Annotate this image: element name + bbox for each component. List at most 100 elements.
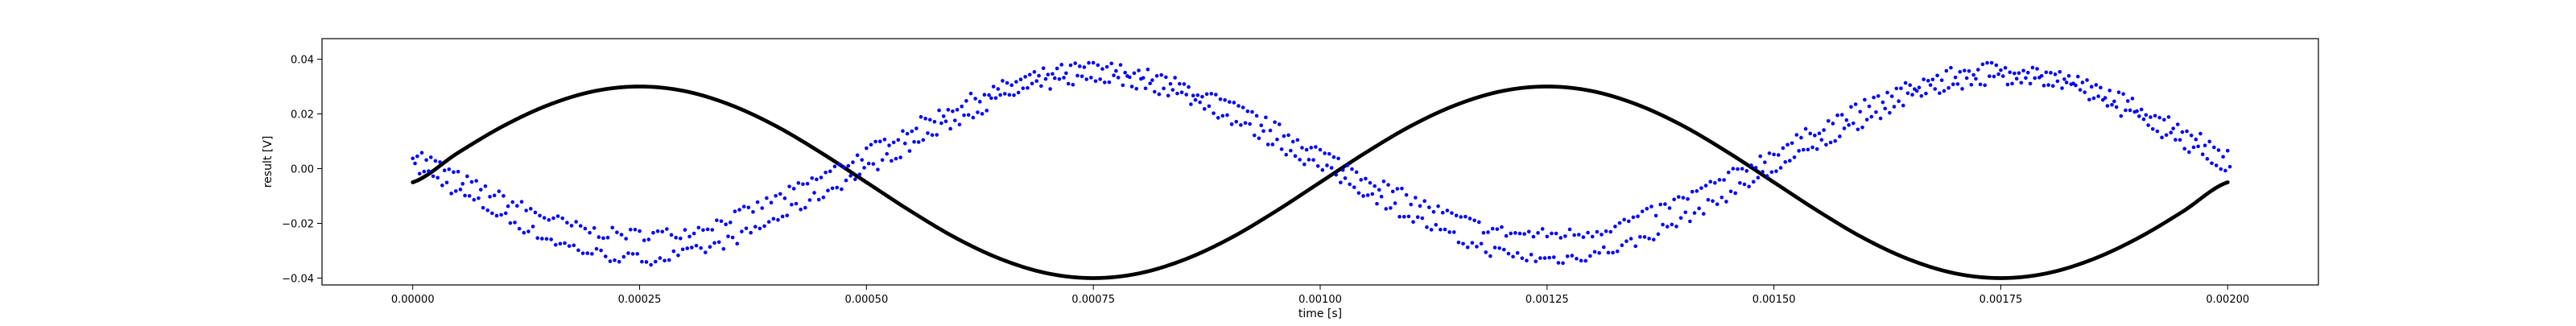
blue-point (1252, 133, 1257, 138)
blue-point (1939, 78, 1944, 82)
blue-point (1071, 82, 1075, 87)
blue-point (2049, 71, 2053, 75)
blue-point (1711, 199, 1715, 204)
blue-point (1525, 258, 1529, 262)
blue-point (2064, 80, 2069, 85)
blue-point (1012, 93, 1016, 97)
blue-point (1615, 249, 1620, 254)
blue-point (472, 197, 477, 202)
blue-point (1365, 193, 1370, 197)
blue-point (1901, 103, 1905, 108)
blue-point (1200, 94, 1204, 99)
blue-point (2216, 148, 2221, 152)
blue-point (1187, 85, 1191, 89)
blue-point (1656, 232, 1661, 237)
blue-point (453, 189, 458, 193)
blue-point (1282, 134, 1286, 138)
blue-point (946, 108, 951, 112)
blue-point (1946, 85, 1951, 90)
blue-point (2024, 76, 2028, 80)
blue-point (1579, 258, 1583, 263)
blue-point (1259, 123, 1264, 128)
blue-point (1265, 142, 1270, 146)
blue-point (653, 259, 658, 264)
blue-point (1248, 122, 1252, 126)
blue-point (1323, 151, 1327, 155)
blue-point (1377, 188, 1381, 192)
blue-point (1506, 251, 1511, 256)
x-tick-label: 0.00050 (844, 294, 888, 306)
blue-point (1182, 82, 1187, 86)
blue-point (1849, 105, 1853, 109)
blue-point (962, 113, 966, 118)
blue-point (1354, 170, 1359, 175)
blue-point (456, 169, 460, 174)
blue-point (741, 204, 746, 208)
blue-point (1583, 258, 1588, 263)
blue-point (1268, 128, 1273, 133)
blue-point (1077, 64, 1082, 68)
blue-point (799, 207, 803, 212)
blue-point (905, 131, 910, 136)
blue-point (524, 208, 528, 213)
blue-point (1663, 202, 1667, 206)
blue-point (494, 213, 499, 218)
blue-point (1747, 184, 1751, 189)
blue-point (1992, 74, 1996, 79)
blue-point (663, 258, 667, 263)
blue-point (1479, 241, 1484, 246)
blue-point (2074, 83, 2078, 88)
blue-point (1960, 87, 1964, 91)
blue-point (1697, 206, 1701, 211)
blue-point (613, 258, 617, 262)
blue-point (2080, 80, 2085, 85)
blue-point (610, 225, 615, 230)
blue-point (876, 167, 880, 171)
blue-point (1243, 121, 1248, 126)
blue-point (436, 175, 440, 180)
blue-point (644, 260, 649, 264)
blue-point (694, 243, 699, 248)
blue-point (1565, 254, 1570, 258)
series-blue-points (411, 60, 2232, 267)
blue-point (1520, 256, 1525, 261)
blue-point (1048, 87, 1052, 91)
blue-point (927, 118, 932, 122)
blue-point (510, 200, 515, 204)
blue-point (1381, 180, 1386, 184)
blue-point (1550, 231, 1554, 236)
blue-point (488, 195, 492, 199)
blue-point (2223, 168, 2227, 173)
blue-point (857, 172, 862, 176)
blue-point (1919, 93, 1924, 98)
blue-point (882, 137, 887, 142)
blue-point (542, 216, 547, 220)
blue-point (1055, 66, 1059, 71)
blue-point (626, 251, 630, 255)
blue-point (526, 229, 530, 233)
blue-point (1649, 204, 1653, 208)
blue-point (885, 151, 890, 156)
blue-point (719, 219, 724, 224)
blue-point (1409, 202, 1414, 207)
blue-point (1914, 89, 1919, 93)
blue-point (1551, 255, 1556, 259)
x-tick-label: 0.00175 (1979, 294, 2023, 306)
blue-point (1988, 74, 1992, 78)
blue-point (535, 236, 540, 241)
blue-point (1835, 113, 1839, 118)
blue-point (1373, 184, 1377, 188)
blue-point (583, 226, 588, 231)
blue-point (1170, 88, 1175, 92)
blue-point (866, 161, 871, 166)
blue-point (1009, 83, 1014, 88)
blue-point (755, 200, 760, 204)
blue-point (1236, 104, 1241, 108)
blue-point (826, 188, 830, 193)
blue-point (419, 151, 424, 155)
blue-point (465, 174, 469, 179)
blue-point (642, 238, 646, 242)
blue-point (1443, 227, 1447, 232)
blue-point (1302, 162, 1307, 167)
blue-point (912, 139, 916, 144)
